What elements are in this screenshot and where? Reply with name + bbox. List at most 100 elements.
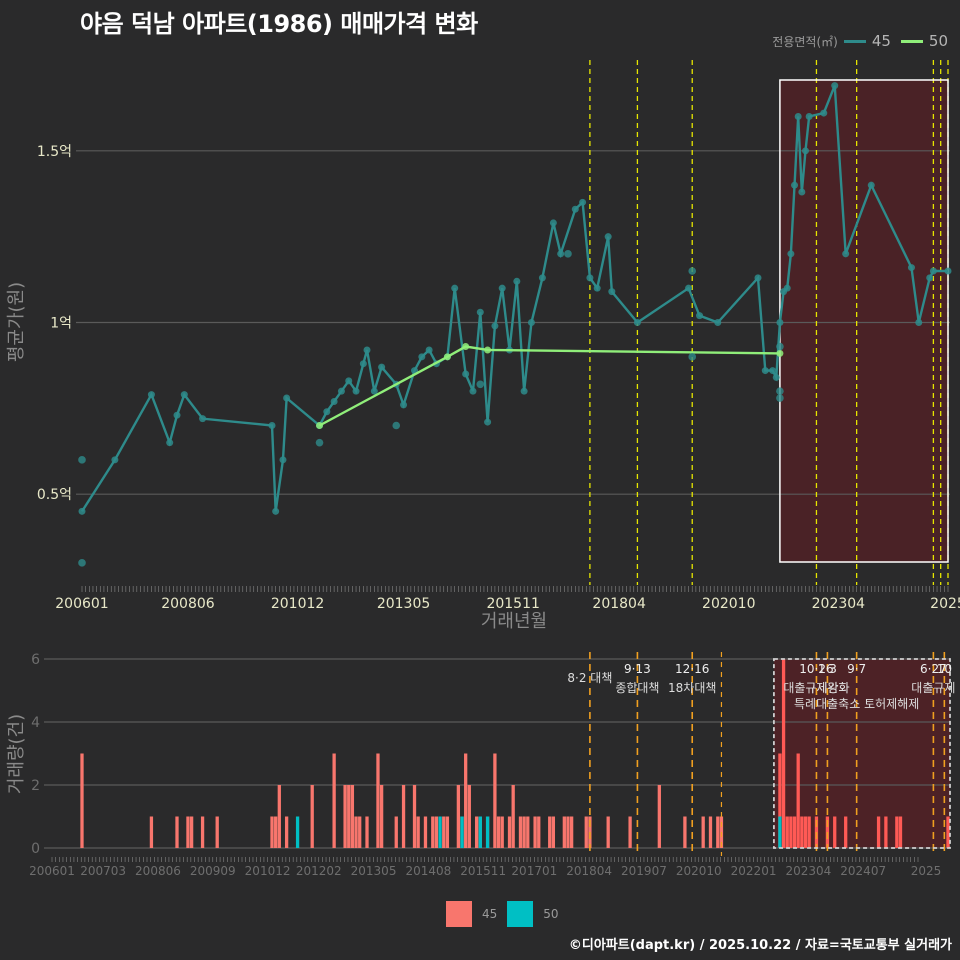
legend-area: 전용면적(㎡) 45 50 [772,32,952,50]
bar-45 [401,785,406,848]
bar-45 [522,816,526,848]
bar-45 [350,785,355,848]
bar-45 [716,816,720,848]
y-axis-title: 평균가(원) [6,282,27,362]
bar-45 [844,816,848,848]
x-tick-label: 201012 [271,596,324,612]
bar-45 [376,753,380,848]
bar-45 [175,816,179,848]
legend-45-swatch-icon [446,901,472,927]
y-tick-label: 1억 [50,316,72,332]
policy-annotation-text: 8·2 대책 [567,670,612,685]
x-tick-label: 202407 [840,864,886,878]
bar-45 [807,816,811,848]
bar-50 [478,816,482,848]
policy-annotation-text: 종합대책 [615,680,659,695]
bar-45 [778,753,782,848]
bar-45 [800,816,804,848]
x-tick-label: 201907 [621,864,667,878]
bar-45 [518,816,523,848]
bar-45 [149,816,154,848]
x-tick-label: 201804 [592,596,646,612]
bar-50 [295,816,300,848]
bar-45 [416,816,420,848]
bar-45 [186,816,190,848]
bar-45 [474,816,479,848]
bar-45 [946,816,950,848]
bar-50 [778,816,782,848]
bar-50 [485,816,490,848]
bar-45 [423,816,428,848]
bar-45 [431,816,435,848]
bar-45 [189,816,194,848]
y-tick-label: 2 [31,778,40,794]
bar-45 [464,753,468,848]
policy-annotation-date: 10 [937,662,952,676]
price-line-chart: 0.5억 1억 1.5억 200601 200806 201012 201305 201511… [6,60,960,632]
bar-45 [467,785,471,848]
bar-45 [270,816,274,848]
y-tick-label: 6 [31,652,40,668]
policy-annotation-text: 특례대출축소 토허제해제 [794,697,919,711]
bar-45 [708,816,713,848]
bar-45 [200,816,205,848]
x-tick-label: 202304 [812,596,866,612]
bar-45 [445,816,450,848]
bar-45 [606,816,610,848]
bar-45 [785,816,789,848]
bar-45 [789,816,793,848]
bar-45 [657,785,661,848]
bar-45 [493,753,497,848]
bar-45 [394,816,398,848]
bar-45 [566,816,570,848]
policy-annotation-text: 대출규제 [911,681,955,695]
policy-annotation-text: 규제완화 [805,681,849,695]
x-tick-label: 200703 [80,864,126,878]
bar-45 [310,785,314,848]
legend-title: 전용면적(㎡) [772,34,838,49]
policy-annotation-text: 대출규제강화 [783,681,849,695]
x-tick-label: 202201 [731,864,777,878]
bar-45 [354,816,358,848]
bar-45 [895,816,899,848]
x-tick-label: 200806 [161,596,215,612]
x-tick-label: 201202 [296,864,342,878]
x-tick-label: 2025 [911,864,942,878]
policy-annotation-date: 1·3 [818,662,837,676]
x-tick-label: 2025 [930,596,960,612]
bar-45 [792,816,797,848]
policy-annotation-date: 10·26 [799,662,833,676]
x-tick-label: 201701 [511,864,557,878]
x-tick-label: 200909 [190,864,236,878]
x-tick-label: 202304 [785,864,831,878]
bar-45 [500,816,504,848]
y-tick-label: 0.5억 [37,487,72,503]
bar-45 [358,816,362,848]
bar-45 [507,816,512,848]
chart-title: 야음 덕남 아파트(1986) 매매가격 변화 [80,10,478,38]
bar-45 [284,816,289,848]
bar-45 [412,785,417,848]
y-tick-label: 4 [31,715,40,731]
x-tick-label: 202010 [676,864,722,878]
policy-annotation-date: 12·16 [675,662,709,676]
bar-45 [442,816,446,848]
bar-45 [796,753,800,848]
bar-45 [365,816,369,848]
bar-45 [347,785,351,848]
bar-50 [438,816,442,848]
bar-45 [80,753,84,848]
x-tick-label: 200601 [55,596,108,612]
x-tick-label: 201012 [245,864,291,878]
bar-45 [548,816,552,848]
bar-45 [511,785,515,848]
legend-50-label: 50 [928,32,948,50]
bar-45 [551,816,556,848]
bar-45 [332,753,336,848]
x-tick-label: 201408 [405,864,451,878]
bar-45 [701,816,705,848]
bar-50 [460,816,464,848]
legend-45-bar-label: 45 [482,907,498,921]
x-tick-label: 201305 [377,596,430,612]
bar-45 [803,816,808,848]
